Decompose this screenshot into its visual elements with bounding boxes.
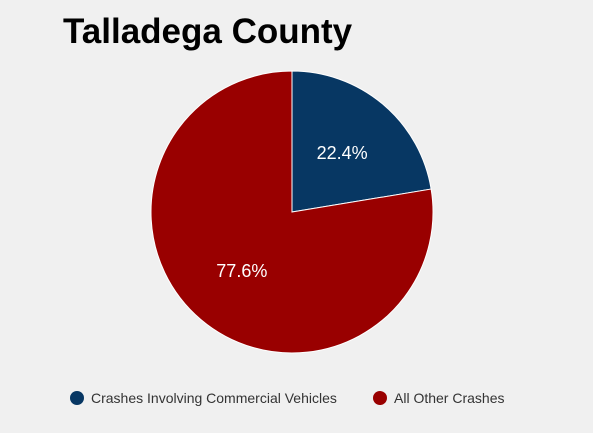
- chart-legend: Crashes Involving Commercial Vehicles Al…: [0, 386, 593, 410]
- legend-label-commercial-vehicles: Crashes Involving Commercial Vehicles: [91, 390, 337, 406]
- pie-slice-other-crashes[interactable]: [150, 70, 434, 354]
- slice-label-commercial-vehicles: 22.4%: [317, 143, 368, 163]
- pie-slice-commercial-vehicles[interactable]: [291, 70, 432, 213]
- chart-title: Talladega County: [63, 12, 353, 51]
- legend-swatch-commercial-vehicles: [70, 391, 84, 405]
- legend-label-other-crashes: All Other Crashes: [394, 390, 505, 406]
- legend-item-commercial-vehicles[interactable]: Crashes Involving Commercial Vehicles: [70, 386, 337, 410]
- legend-swatch-other-crashes: [373, 391, 387, 405]
- legend-item-other-crashes[interactable]: All Other Crashes: [373, 386, 504, 410]
- slice-label-other-crashes: 77.6%: [216, 261, 267, 281]
